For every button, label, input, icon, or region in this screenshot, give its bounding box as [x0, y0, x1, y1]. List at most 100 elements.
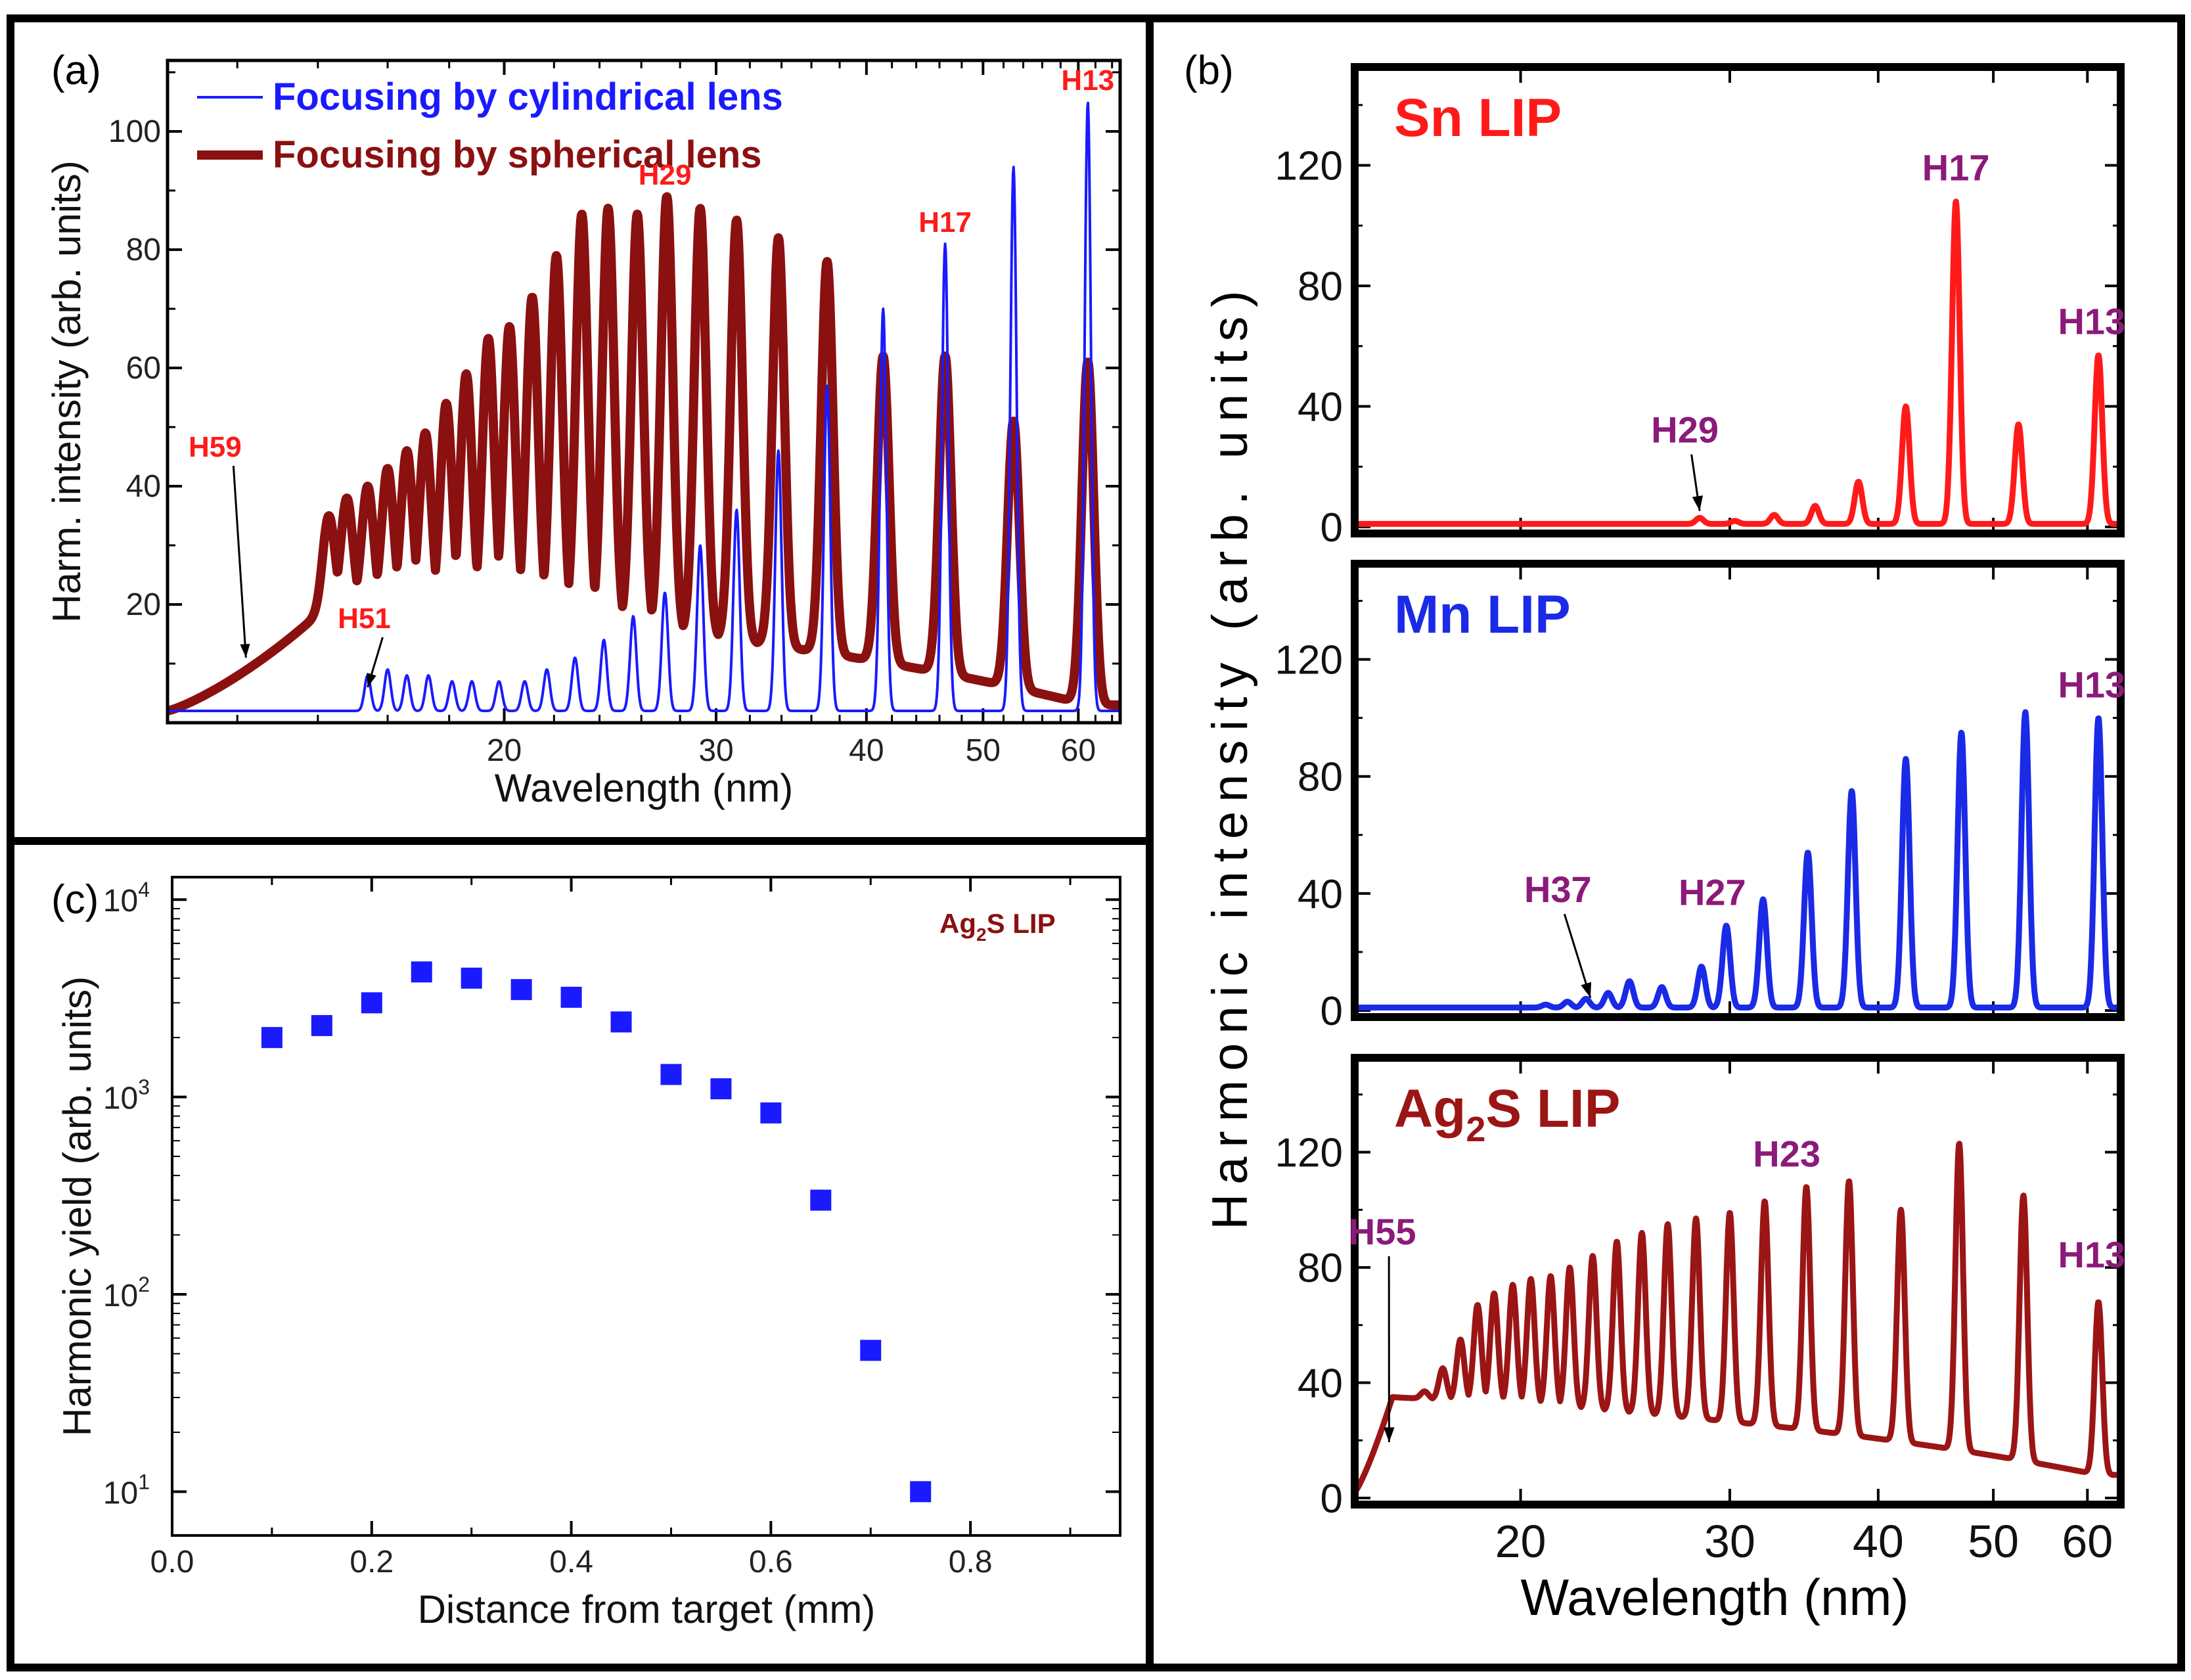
annotation-h13: H13: [2058, 300, 2125, 342]
subplot-frame: [1351, 560, 2125, 1021]
data-point: [710, 1078, 732, 1100]
annotation-h59: H59: [189, 431, 242, 463]
x-tick-label: 0.0: [150, 1545, 194, 1579]
panel-b-content: 0 40 80 120 Sn LIP H17 H13 H29 0 40 80 120 Mn LIP H13…: [1275, 63, 2125, 1567]
x-tick-label: 0.2: [350, 1545, 394, 1579]
panel-b-subplot-3: 0 40 80 120 20 30 40 50 60 Ag2S LIP H23 H13 H55: [1275, 1054, 2125, 1567]
panel-a: (a) 20 30 40 50 60 20 40 60 80 100 Focusing by cy…: [45, 48, 1122, 810]
annotation-h27: H27: [1679, 872, 1746, 913]
series-line-spherical: [168, 192, 1120, 715]
panel-a-y-axis-title: Harm. intensity (arb. units): [45, 160, 89, 623]
y-tick-label: 20: [126, 587, 161, 622]
series-line-mn: [1355, 709, 2121, 1010]
y-tick-label: 80: [1298, 1246, 1343, 1291]
panel-b-subplot-2: 0 40 80 120 Mn LIP H13 H27 H37: [1275, 560, 2125, 1034]
annotation-h37: H37: [1524, 869, 1592, 910]
data-point: [411, 961, 432, 983]
panel-a-label: (a): [51, 48, 101, 93]
data-point: [660, 1064, 682, 1085]
data-point: [311, 1014, 332, 1036]
panel-c-x-axis-title: Distance from target (mm): [418, 1587, 876, 1631]
panel-b-y-axis-title: Harmonic intensity (arb. units): [1202, 281, 1258, 1229]
panel-c-plot-frame: [171, 876, 1121, 1537]
arrow-head: [1581, 982, 1592, 998]
y-tick-label: 60: [126, 351, 161, 386]
y-tick-label: 80: [1298, 264, 1343, 309]
panel-c-label: (c): [51, 877, 99, 922]
data-point: [610, 1011, 632, 1033]
panel-b-subplot-1: 0 40 80 120 Sn LIP H17 H13 H29: [1275, 63, 2125, 551]
y-tick-label: 40: [1298, 1361, 1343, 1407]
y-tick-label: 0: [1321, 989, 1343, 1034]
data-point: [261, 1027, 282, 1049]
data-point: [461, 967, 482, 989]
y-tick-label: 0: [1321, 1476, 1343, 1522]
x-tick-label: 20: [1495, 1516, 1547, 1567]
arrow-head: [367, 673, 376, 687]
x-tick-label: 0.8: [949, 1545, 993, 1579]
y-tick-label: 80: [1298, 755, 1343, 800]
panel-c-y-axis-title: Harmonic yield (arb. units): [55, 976, 99, 1436]
annotation-h17: H17: [918, 206, 972, 238]
panel-a-plot-frame: [166, 58, 1122, 725]
annotation-h17: H17: [1922, 147, 1990, 189]
x-tick-label: 30: [698, 733, 733, 768]
subplot-title: Sn LIP: [1394, 88, 1562, 148]
x-tick-label: 20: [487, 733, 522, 768]
annotation-h13: H13: [1061, 64, 1114, 97]
data-point: [910, 1481, 932, 1503]
arrow-head: [1692, 495, 1704, 511]
data-point: [560, 986, 582, 1008]
data-point: [510, 979, 532, 1001]
annotation-h55: H55: [1349, 1211, 1416, 1252]
annotation-arrow: [232, 465, 247, 658]
y-tick-label: 120: [1275, 638, 1343, 683]
subplot-title: Mn LIP: [1394, 585, 1571, 645]
annotation-h51: H51: [338, 602, 391, 635]
x-tick-label: 60: [2062, 1516, 2113, 1567]
x-tick-label: 40: [1853, 1516, 1904, 1567]
panel-c-points: [261, 961, 932, 1503]
panel-b-label: (b): [1184, 48, 1234, 93]
x-tick-label: 50: [966, 733, 1001, 768]
panel-c-legend: Ag2S LIP: [939, 908, 1056, 945]
y-tick-label: 80: [126, 233, 161, 267]
y-tick-label: 40: [126, 469, 161, 504]
y-tick-label: 0: [1321, 505, 1343, 551]
series-line-ag2s: [1355, 1141, 2121, 1495]
x-tick-label: 30: [1704, 1516, 1755, 1567]
x-tick-label: 40: [849, 733, 884, 768]
y-tick-label: 120: [1275, 144, 1343, 189]
x-tick-label: 0.6: [749, 1545, 793, 1579]
panel-b-x-axis-title: Wavelength (nm): [1521, 1568, 1909, 1626]
subplot-frame: [1351, 1054, 2125, 1509]
y-tick-label: 102: [103, 1273, 150, 1313]
series-line-cylindrical: [168, 101, 1120, 712]
series-line-sn: [1355, 198, 2121, 527]
annotation-h13: H13: [2058, 1234, 2125, 1275]
y-tick-label: 100: [108, 114, 161, 149]
panel-a-series: [168, 101, 1120, 715]
subplot-frame: [1351, 63, 2125, 537]
panel-a-ticks: 20 30 40 50 60 20 40 60 80 100: [108, 60, 1120, 768]
arrow-head: [240, 643, 250, 658]
panel-c: (c) 0.0 0.2 0.4 0.6 0.8 101 102 103 104 Ag2S LIP…: [51, 876, 1121, 1631]
y-tick-label: 40: [1298, 385, 1343, 430]
annotation-h13: H13: [2058, 664, 2125, 705]
data-point: [760, 1102, 782, 1124]
legend-label-spherical: Focusing by spherical lens: [273, 133, 762, 176]
panel-c-ticks: 0.0 0.2 0.4 0.6 0.8 101 102 103 104: [103, 877, 1120, 1579]
panel-a-annotations: H13 H17 H29 H59 H51: [189, 64, 1114, 688]
panel-a-x-axis-title: Wavelength (nm): [495, 766, 794, 810]
x-tick-label: 50: [1968, 1516, 2019, 1567]
annotation-h23: H23: [1753, 1133, 1820, 1175]
annotation-h29: H29: [1651, 409, 1719, 451]
panel-a-legend: Focusing by cylindrical lens Focusing by…: [197, 76, 783, 176]
annotation-h29: H29: [639, 159, 692, 191]
y-tick-label: 104: [103, 878, 150, 919]
data-point: [361, 992, 382, 1014]
y-tick-label: 40: [1298, 872, 1343, 917]
x-tick-label: 0.4: [549, 1545, 593, 1579]
arrow-head: [1384, 1427, 1395, 1443]
